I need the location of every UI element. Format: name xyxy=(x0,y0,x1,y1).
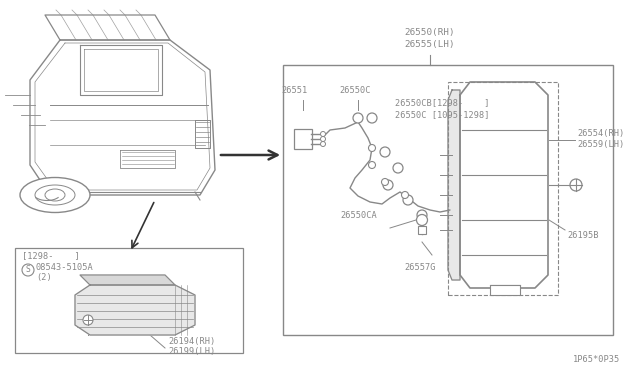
Circle shape xyxy=(321,141,326,147)
Text: 1P65*0P35: 1P65*0P35 xyxy=(573,355,620,364)
Circle shape xyxy=(321,137,326,141)
Text: 08543-5105A: 08543-5105A xyxy=(36,263,93,272)
Circle shape xyxy=(417,215,428,225)
Ellipse shape xyxy=(45,189,65,201)
Polygon shape xyxy=(80,275,175,285)
Circle shape xyxy=(393,163,403,173)
Text: 26550C: 26550C xyxy=(339,86,371,95)
Text: 26199(LH): 26199(LH) xyxy=(168,347,215,356)
Polygon shape xyxy=(448,90,460,280)
Circle shape xyxy=(383,180,393,190)
Text: 26555(LH): 26555(LH) xyxy=(404,40,455,49)
Text: 26559(LH): 26559(LH) xyxy=(577,140,624,149)
FancyBboxPatch shape xyxy=(283,65,613,335)
Circle shape xyxy=(381,179,388,186)
Circle shape xyxy=(369,144,376,151)
Circle shape xyxy=(369,161,376,169)
Circle shape xyxy=(380,147,390,157)
Polygon shape xyxy=(460,82,548,288)
Text: 26550C [1095-1298]: 26550C [1095-1298] xyxy=(395,110,490,119)
Text: 26557G: 26557G xyxy=(404,263,436,272)
Circle shape xyxy=(321,131,326,137)
FancyBboxPatch shape xyxy=(490,285,520,295)
Polygon shape xyxy=(75,285,195,335)
Circle shape xyxy=(570,179,582,191)
FancyBboxPatch shape xyxy=(15,248,243,353)
FancyBboxPatch shape xyxy=(294,129,312,149)
Text: 26554(RH): 26554(RH) xyxy=(577,129,624,138)
Circle shape xyxy=(403,195,413,205)
Text: 26550CA: 26550CA xyxy=(340,211,377,220)
FancyBboxPatch shape xyxy=(418,226,426,234)
Text: 26195B: 26195B xyxy=(567,231,598,240)
Circle shape xyxy=(417,210,427,220)
Text: S: S xyxy=(26,266,30,275)
Ellipse shape xyxy=(20,177,90,212)
Text: 26551: 26551 xyxy=(282,86,308,95)
Circle shape xyxy=(83,315,93,325)
Circle shape xyxy=(401,192,408,199)
Text: [1298-    ]: [1298- ] xyxy=(22,251,80,260)
Ellipse shape xyxy=(35,185,75,205)
Circle shape xyxy=(353,113,363,123)
Text: 26194(RH): 26194(RH) xyxy=(168,337,215,346)
Circle shape xyxy=(22,264,34,276)
Text: 26550CB[1298-    ]: 26550CB[1298- ] xyxy=(395,98,490,107)
Text: (2): (2) xyxy=(36,273,52,282)
Text: 26550(RH): 26550(RH) xyxy=(404,28,455,37)
Circle shape xyxy=(367,113,377,123)
